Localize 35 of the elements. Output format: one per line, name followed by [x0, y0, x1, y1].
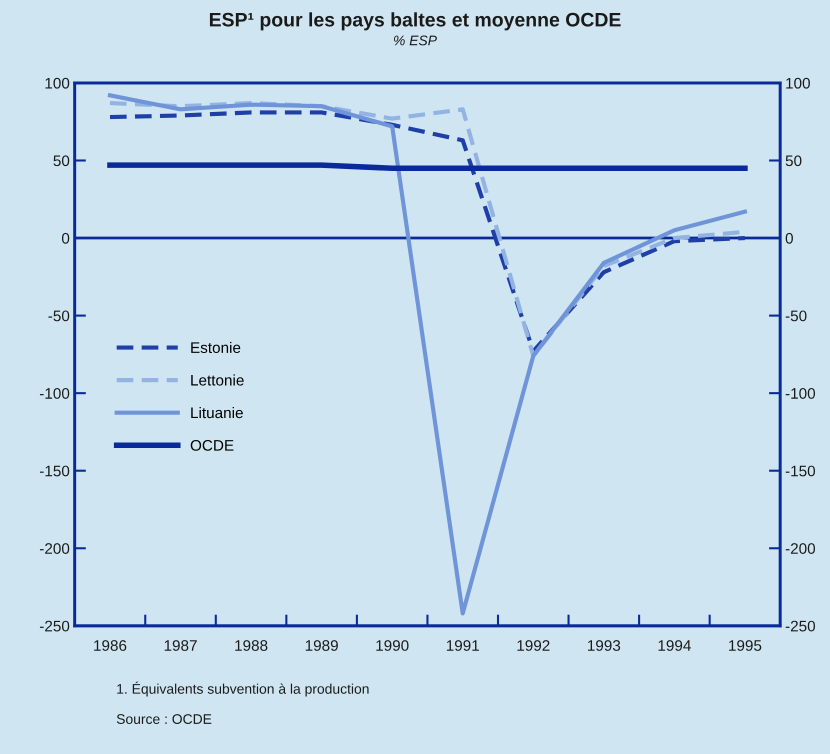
y-tick-label: -250: [40, 620, 70, 632]
x-tick-label: 1990: [376, 640, 409, 651]
line-series: [108, 93, 748, 616]
x-tick-label: 1989: [306, 640, 338, 651]
legend-label: Estonie: [191, 342, 240, 354]
y2-tick-label: -150: [786, 466, 816, 476]
y2-tick-label: 100: [786, 78, 810, 89]
y-tick-label: 50: [53, 155, 70, 166]
y2-tick-label: 50: [786, 155, 802, 166]
x-tick-label: 1987: [164, 640, 197, 651]
x-tick-label: 1988: [235, 640, 268, 651]
chart-title: ESP¹ pour les pays baltes et moyenne OCDE: [210, 12, 621, 30]
legend-label: Lituanie: [191, 406, 243, 418]
y2-tick-label: -50: [786, 310, 807, 322]
x-tick-label: 1992: [517, 640, 550, 651]
x-tick-label: 1993: [588, 640, 620, 651]
y2-tick-label: -200: [786, 543, 816, 554]
y-tick-label: -50: [48, 310, 70, 322]
x-tick-label: 1986: [94, 640, 126, 651]
y-tick-label: 0: [62, 232, 70, 244]
text: 1. Équivalents subvention à la production: [117, 682, 369, 697]
y-tick-label: 100: [46, 78, 70, 89]
y-tick-label: -200: [40, 543, 70, 554]
legend-label: Lettonie: [191, 374, 244, 386]
y2-tick-label: -100: [786, 388, 816, 399]
source-note: Source : OCDE: [116, 714, 212, 724]
x-tick-label: 1994: [658, 640, 691, 651]
y2-tick-label: -250: [786, 620, 816, 632]
chart-subtitle: % ESP: [394, 36, 437, 46]
x-tick-label: 1991: [446, 640, 479, 651]
y2-tick-label: 0: [786, 232, 793, 244]
legend-label: OCDE: [190, 440, 234, 451]
y-tick-label: -100: [40, 388, 70, 399]
x-tick-label: 1995: [729, 640, 762, 651]
y-tick-label: -150: [40, 466, 70, 476]
